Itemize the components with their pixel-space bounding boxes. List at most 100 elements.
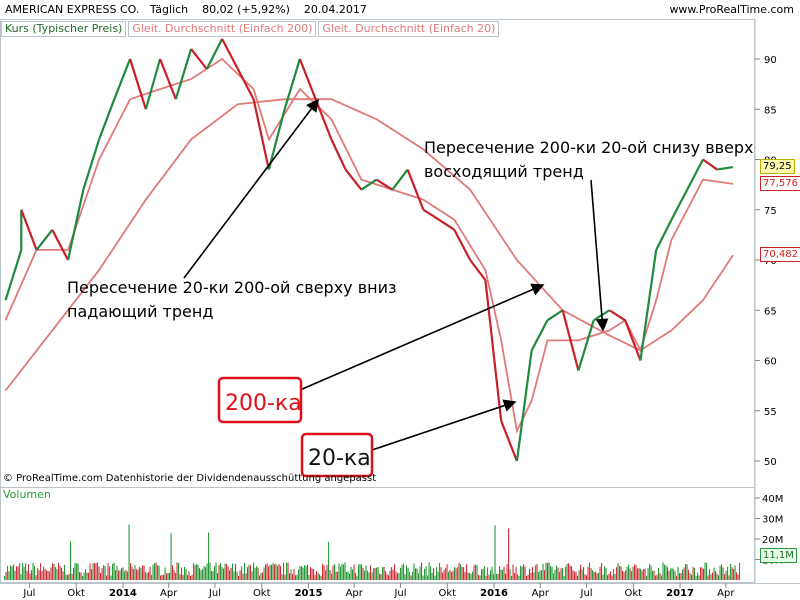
volume-bar <box>536 563 538 580</box>
price-segment <box>129 58 147 110</box>
volume-bar <box>596 573 598 580</box>
volume-bar <box>659 573 661 580</box>
volume-bar <box>601 562 603 580</box>
volume-bar <box>139 566 141 580</box>
volume-bar <box>451 571 453 580</box>
volume-bar <box>722 567 724 580</box>
volume-bar <box>268 566 270 580</box>
chart-header: AMERICAN EXPRESS CO. Täglich 80,02 (+5,9… <box>0 0 800 20</box>
volume-bar <box>58 562 60 580</box>
volume-bar <box>478 574 480 580</box>
volume-bar <box>100 572 102 580</box>
volume-bar <box>680 572 682 580</box>
volume-bar <box>122 567 124 580</box>
volume-bar <box>179 574 181 580</box>
volume-bar <box>512 564 514 580</box>
time-tick-label: 2015 <box>295 588 323 599</box>
volume-bar <box>391 567 393 580</box>
volume-bar <box>365 565 367 580</box>
volume-bar <box>91 569 93 580</box>
volume-bar <box>622 570 624 580</box>
price-tick-label: 65 <box>764 306 777 317</box>
time-tick-label: Apr <box>532 588 550 599</box>
volume-bar <box>710 574 712 580</box>
time-tick-label: Jul <box>22 588 35 599</box>
volume-bar <box>499 566 501 580</box>
volume-bar <box>23 566 25 580</box>
time-tick-label: Okt <box>67 588 85 599</box>
volume-bar <box>688 569 690 580</box>
volume-bar <box>322 563 324 580</box>
volume-bar <box>347 571 349 580</box>
volume-bar <box>316 571 318 580</box>
volume-bar <box>727 566 729 580</box>
volume-bar <box>181 567 183 580</box>
price-segment <box>484 279 503 421</box>
volume-bar <box>194 565 196 580</box>
volume-bar <box>166 573 168 580</box>
volume-bar <box>484 566 486 580</box>
volume-bar <box>49 571 51 580</box>
price-segment <box>190 48 208 70</box>
volume-bar <box>31 570 33 580</box>
volume-bar <box>406 565 408 580</box>
volume-bar <box>452 570 454 580</box>
volume-bar <box>394 564 396 580</box>
volume-bar <box>635 565 637 580</box>
volume-bar <box>553 573 555 580</box>
volume-bar <box>448 571 450 580</box>
volume-bar <box>11 566 13 580</box>
legend-ma200[interactable]: Gleit. Durchschnitt (Einfach 200) <box>128 21 317 37</box>
volume-bar <box>401 565 403 580</box>
volume-bar <box>239 570 241 580</box>
volume-bar <box>302 567 304 580</box>
volume-bar <box>257 567 259 580</box>
volume-bar <box>206 563 208 580</box>
volume-bar <box>473 565 475 580</box>
volume-bar <box>301 566 303 580</box>
volume-bar <box>551 566 553 580</box>
volume-bar <box>649 563 651 580</box>
volume-bar <box>197 564 199 580</box>
volume-bar <box>344 562 346 580</box>
volume-bar <box>364 570 366 580</box>
volume-bar <box>130 563 132 580</box>
volume-bar <box>692 566 694 580</box>
price-tick-label: 50 <box>764 457 777 468</box>
volume-bar <box>377 567 379 580</box>
volume-bar <box>466 564 468 580</box>
volume-bar <box>707 575 709 580</box>
volume-bar <box>616 567 618 580</box>
volume-bar <box>233 571 235 580</box>
volume-bar <box>223 568 225 580</box>
time-tick-label: Apr <box>160 588 178 599</box>
volume-bar <box>134 565 136 580</box>
volume-bar <box>500 569 502 580</box>
volume-bar <box>454 567 456 580</box>
volume-bar <box>121 568 123 580</box>
volume-bar <box>62 571 64 580</box>
volume-bar <box>232 563 234 580</box>
volume-bar <box>400 567 402 580</box>
volume-bar <box>455 568 457 580</box>
instrument-title: AMERICAN EXPRESS CO. <box>5 3 140 16</box>
volume-bar <box>620 566 622 580</box>
site-link[interactable]: www.ProRealTime.com <box>669 3 794 16</box>
legend-ma20[interactable]: Gleit. Durchschnitt (Einfach 20) <box>318 21 500 37</box>
annotation-cross-down-line2: падающий тренд <box>67 302 213 321</box>
volume-bar <box>191 574 193 580</box>
volume-bar <box>283 562 285 580</box>
volume-bar <box>338 563 340 580</box>
price-segment <box>655 219 673 251</box>
volume-bar <box>320 575 322 580</box>
volume-bar <box>46 570 48 580</box>
volume-bar <box>482 568 484 580</box>
legend-price[interactable]: Kurs (Typischer Preis) <box>1 21 127 37</box>
volume-bar <box>697 572 699 580</box>
volume-bar <box>248 564 250 580</box>
volume-bar <box>77 563 79 580</box>
volume-bar <box>247 567 249 580</box>
volume-bar <box>383 566 385 580</box>
volume-bar <box>214 566 216 580</box>
volume-bar <box>5 571 7 580</box>
